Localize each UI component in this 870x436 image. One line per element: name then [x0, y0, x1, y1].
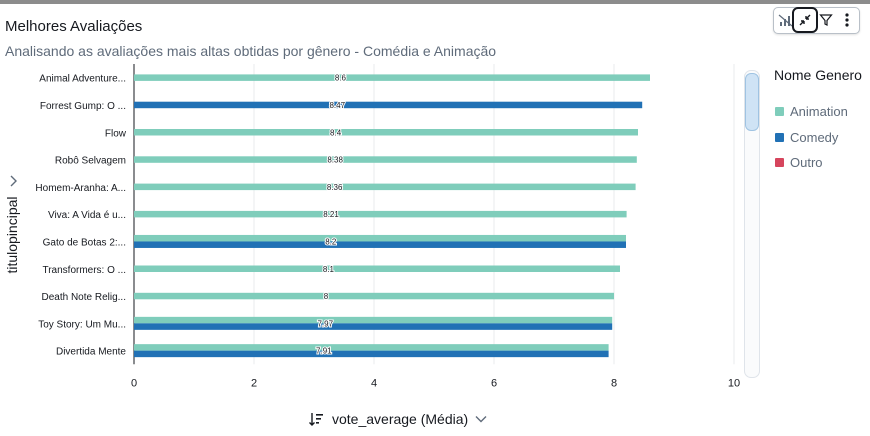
y-tick-label: Forrest Gump: O ...: [40, 101, 126, 112]
y-tick-label: Animal Adventure...: [39, 74, 126, 85]
x-axis-title-group[interactable]: vote_average (Média): [308, 409, 488, 429]
y-tick-label: Divertida Mente: [56, 347, 126, 358]
x-tick-label: 6: [491, 377, 497, 389]
data-label: 8.47: [329, 101, 345, 110]
bar-comedy: [134, 241, 626, 248]
bar-animation: [134, 344, 609, 351]
bar-animation: [134, 292, 614, 300]
legend-label-outro: Outro: [790, 154, 823, 170]
legend-label-comedy: Comedy: [790, 129, 839, 145]
sort-descending-icon[interactable]: [308, 411, 324, 427]
chevron-right-icon[interactable]: [9, 174, 19, 188]
bar-animation: [134, 183, 636, 191]
chart-signal-icon[interactable]: [775, 9, 797, 31]
data-label: 8.4: [330, 128, 342, 137]
bar-animation: [134, 234, 626, 242]
bar-animation: [134, 265, 620, 272]
bar-animation: [134, 210, 627, 218]
bar-comedy: [134, 101, 643, 109]
chart-title: Melhores Avaliações: [5, 18, 143, 35]
legend-label-animation: Animation: [790, 103, 848, 119]
y-axis-title[interactable]: titulopincipal: [4, 196, 20, 274]
chart-subtitle: Analisando as avaliações mais altas obti…: [5, 43, 497, 59]
x-tick-label: 0: [131, 377, 137, 389]
data-label: 8.36: [327, 183, 343, 192]
legend-swatch-comedy: [775, 132, 784, 142]
legend-item-animation[interactable]: Animation: [775, 103, 848, 119]
legend-swatch-animation: [775, 106, 784, 116]
data-label: 8.2: [325, 237, 337, 246]
legend-item-comedy[interactable]: Comedy: [775, 129, 838, 145]
y-tick-label: Viva: A Vida é u...: [48, 210, 126, 221]
legend-scrollbar[interactable]: [744, 70, 760, 378]
x-axis-title: vote_average (Média): [332, 411, 469, 427]
y-tick-label: Gato de Botas 2:...: [43, 237, 126, 248]
data-label: 8.38: [327, 156, 343, 165]
data-label: 8: [324, 292, 329, 301]
legend-title: Nome Genero: [774, 67, 862, 83]
data-label: 7.97: [317, 319, 333, 328]
more-options-icon[interactable]: [836, 9, 858, 31]
data-label: 8.1: [323, 265, 335, 274]
bar-animation: [134, 316, 613, 324]
legend-item-outro[interactable]: Outro: [775, 154, 823, 170]
filter-icon[interactable]: [815, 9, 837, 31]
y-tick-label: Toy Story: Um Mu...: [38, 319, 126, 330]
y-tick-label: Flow: [105, 128, 127, 139]
data-label: 7.91: [316, 347, 332, 356]
bar-comedy: [134, 350, 609, 358]
collapse-icon[interactable]: [792, 7, 818, 33]
data-label: 8.21: [323, 210, 339, 219]
legend-scroll-thumb[interactable]: [745, 73, 759, 131]
top-border: [0, 0, 870, 4]
chevron-down-icon[interactable]: [474, 412, 488, 426]
y-axis-title-wrap: titulopincipal: [4, 175, 24, 290]
bar-comedy: [134, 323, 613, 330]
x-tick-label: 4: [371, 377, 377, 389]
data-label: 8.6: [335, 74, 347, 83]
x-tick-label: 2: [251, 377, 257, 389]
y-tick-label: Death Note Relig...: [42, 292, 127, 303]
legend-swatch-outro: [775, 157, 784, 167]
y-tick-label: Robô Selvagem: [55, 156, 126, 167]
bar-animation: [134, 156, 637, 163]
bar-animation: [134, 129, 638, 136]
bar-animation: [134, 74, 650, 81]
visual-toolbar: [773, 7, 860, 34]
y-tick-label: Transformers: O ...: [42, 265, 126, 276]
y-tick-label: Homem-Aranha: A...: [35, 183, 126, 194]
x-tick-label: 8: [611, 377, 617, 389]
x-tick-label: 10: [728, 377, 740, 389]
